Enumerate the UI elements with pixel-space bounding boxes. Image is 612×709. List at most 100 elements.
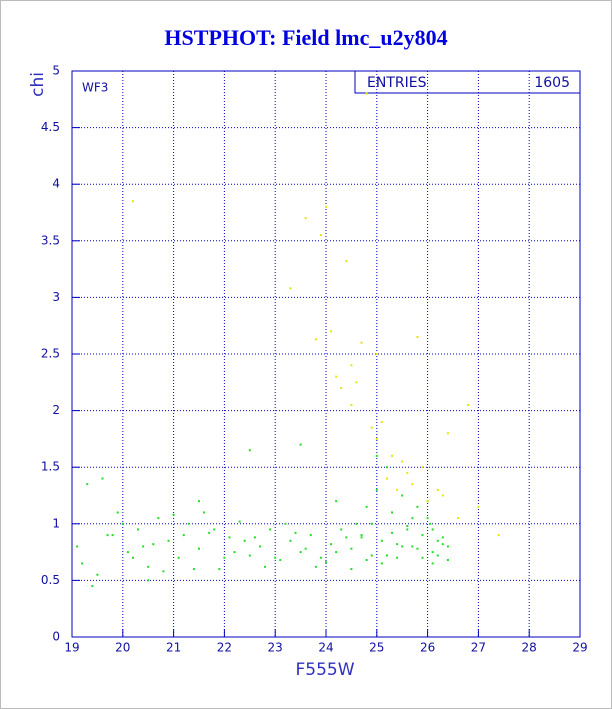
point [228,536,231,539]
point [198,500,200,503]
point [355,381,358,384]
annotation: WF3 [82,81,108,95]
x-tick-label: 25 [369,641,384,655]
point [375,353,378,355]
x-tick-label: 22 [217,641,232,655]
point [436,488,439,491]
point [406,471,409,474]
point [126,551,129,554]
point [243,539,246,542]
point [157,517,160,520]
point [380,562,383,565]
point [299,551,302,554]
y-tick-label: 1.5 [41,460,60,474]
stats-box [354,70,581,94]
point [375,488,378,491]
point [213,528,216,531]
point [360,534,363,537]
point [355,522,358,525]
point [137,528,140,531]
point [375,437,378,440]
y-tick-label: 3.5 [41,233,60,247]
point [441,543,444,546]
point [396,543,399,546]
point [325,561,327,564]
point [365,559,368,562]
point [167,539,170,542]
point [299,443,302,446]
y-tick-label: 0.5 [41,573,60,587]
point [294,531,297,534]
point [436,554,439,557]
point [497,534,500,537]
x-axis-label: F555W [295,660,354,680]
point [330,330,333,333]
point [147,565,150,568]
point [309,534,312,537]
point [421,466,424,469]
point [81,562,84,565]
x-tick-label: 26 [420,641,435,655]
point [335,500,338,503]
point [335,375,338,378]
point [391,454,394,457]
point [411,545,414,548]
point [416,505,419,508]
point [177,556,180,559]
point [385,554,388,557]
point [233,551,236,554]
point [253,536,256,539]
x-tick-label: 23 [268,641,283,655]
point [436,539,439,542]
point [264,565,267,568]
point [279,559,282,562]
point [335,551,338,554]
point [314,565,317,568]
y-tick-label: 2.5 [41,347,60,361]
point [91,585,94,588]
point [187,522,190,525]
stats-value: 1605 [534,75,570,91]
point [431,562,434,565]
point [319,234,322,237]
point [248,449,251,452]
point [319,556,322,559]
point [86,483,89,486]
point [370,522,373,525]
point [274,556,277,559]
point [391,531,394,534]
point [340,528,343,531]
point [396,488,399,491]
point [350,364,353,367]
point [304,217,307,220]
point [121,522,124,525]
point [76,545,79,548]
point [416,336,419,339]
point [198,547,200,550]
point [360,536,363,539]
point [238,520,241,523]
point [380,539,383,542]
point [304,547,307,550]
point [350,547,353,550]
point [385,466,388,469]
point [375,454,378,457]
point [429,522,432,525]
point [401,545,404,548]
chart-title: HSTPHOT: Field lmc_u2y804 [164,25,447,50]
point [477,505,480,508]
point [467,403,470,406]
y-axis-label: chi [28,72,48,97]
point [446,559,449,562]
point [325,205,327,208]
x-tick-label: 24 [318,641,333,655]
point [370,426,373,429]
y-tick-label: 1 [52,516,60,530]
point [131,556,134,559]
point [314,338,317,341]
y-tick-label: 4.5 [41,120,60,134]
point [289,287,292,290]
point [192,568,195,571]
point [147,579,150,582]
point [162,570,165,573]
